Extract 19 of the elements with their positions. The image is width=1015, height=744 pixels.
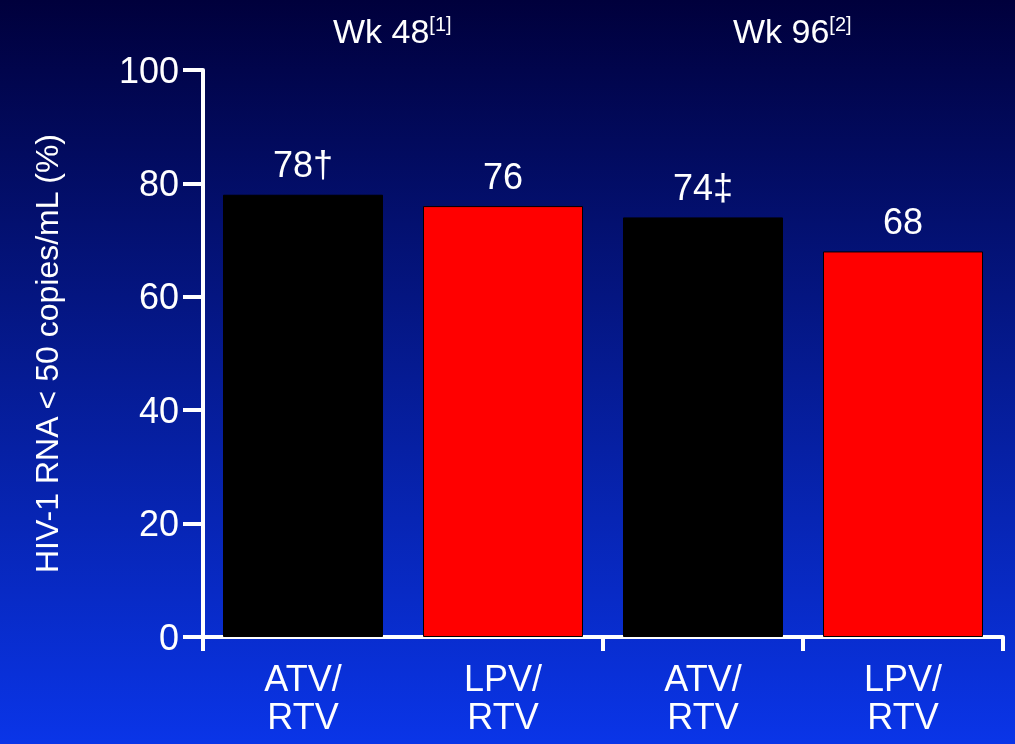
y-tick-label: 20 (138, 503, 179, 545)
bar (423, 206, 583, 637)
data-label: 78† (272, 144, 334, 186)
y-tick-label: 100 (118, 49, 179, 91)
y-tick-label: 40 (138, 389, 179, 431)
data-label: 74‡ (672, 166, 734, 208)
bar (223, 194, 383, 637)
bar (823, 251, 983, 637)
y-tick-label: 80 (138, 162, 179, 204)
bar (623, 217, 783, 637)
data-label: 68 (882, 200, 924, 242)
x-tick-label: ATV/ RTV (664, 657, 742, 737)
y-axis-title: HIV-1 RNA < 50 copies/mL (%) (29, 134, 65, 573)
y-tick-label: 60 (138, 276, 179, 318)
y-tick-label: 0 (158, 616, 179, 658)
x-tick-label: LPV/ RTV (463, 657, 543, 737)
x-tick-label: LPV/ RTV (863, 657, 943, 737)
x-tick-label: ATV/ RTV (264, 657, 342, 737)
data-label: 76 (482, 155, 524, 197)
